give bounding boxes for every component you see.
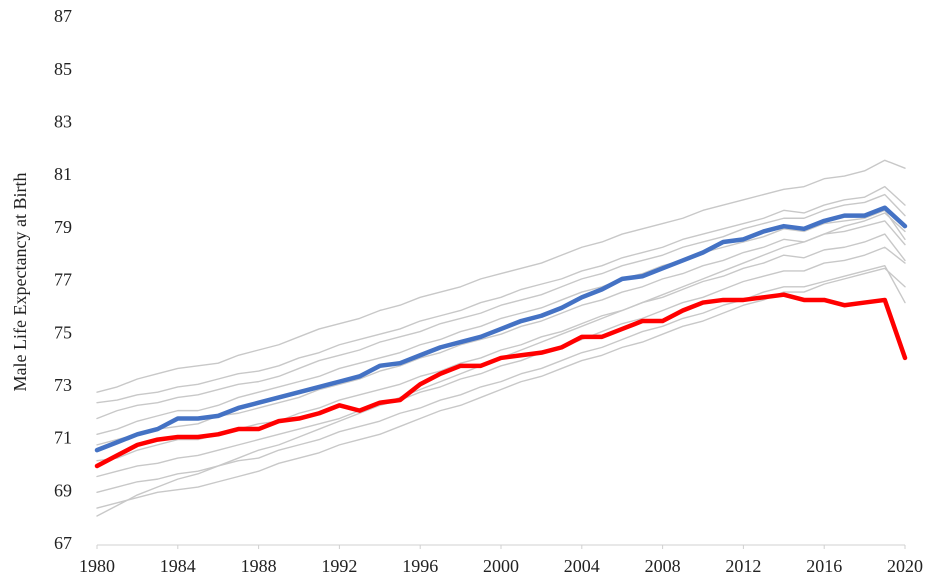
- background-line: [96, 246, 906, 478]
- background-line: [96, 193, 906, 420]
- y-tick-label: 83: [54, 112, 72, 132]
- background-line: [96, 159, 906, 393]
- y-axis-label: Male Life Expectancy at Birth: [10, 173, 30, 392]
- y-tick-label: 77: [54, 270, 72, 290]
- y-tick-label: 81: [54, 164, 72, 184]
- x-tick-label: 2000: [483, 556, 519, 576]
- x-tick-label: 1984: [160, 556, 196, 576]
- x-tick-label: 1980: [79, 556, 115, 576]
- background-line: [96, 185, 906, 404]
- x-tick-label: 2008: [645, 556, 681, 576]
- x-tick-label: 2020: [887, 556, 923, 576]
- y-tick-label: 73: [54, 375, 72, 395]
- y-tick-label: 67: [54, 533, 72, 553]
- y-tick-label: 79: [54, 217, 72, 237]
- series-line: [94, 205, 908, 453]
- background-line: [96, 264, 906, 493]
- y-tick-label: 75: [54, 322, 72, 342]
- x-tick-label: 2004: [564, 556, 600, 576]
- x-tick-label: 2016: [806, 556, 842, 576]
- y-tick-label: 85: [54, 59, 72, 79]
- background-line: [96, 220, 906, 446]
- y-tick-label: 87: [54, 6, 72, 26]
- background-line: [96, 209, 906, 436]
- x-tick-label: 1988: [241, 556, 277, 576]
- background-line: [96, 267, 906, 509]
- y-tick-label: 71: [54, 428, 72, 448]
- x-tick-label: 1992: [321, 556, 357, 576]
- y-tick-label: 69: [54, 480, 72, 500]
- x-tick-label: 2012: [725, 556, 761, 576]
- background-line: [96, 233, 906, 462]
- x-tick-label: 1996: [402, 556, 438, 576]
- series-line: [94, 292, 908, 469]
- background-line: [96, 212, 906, 517]
